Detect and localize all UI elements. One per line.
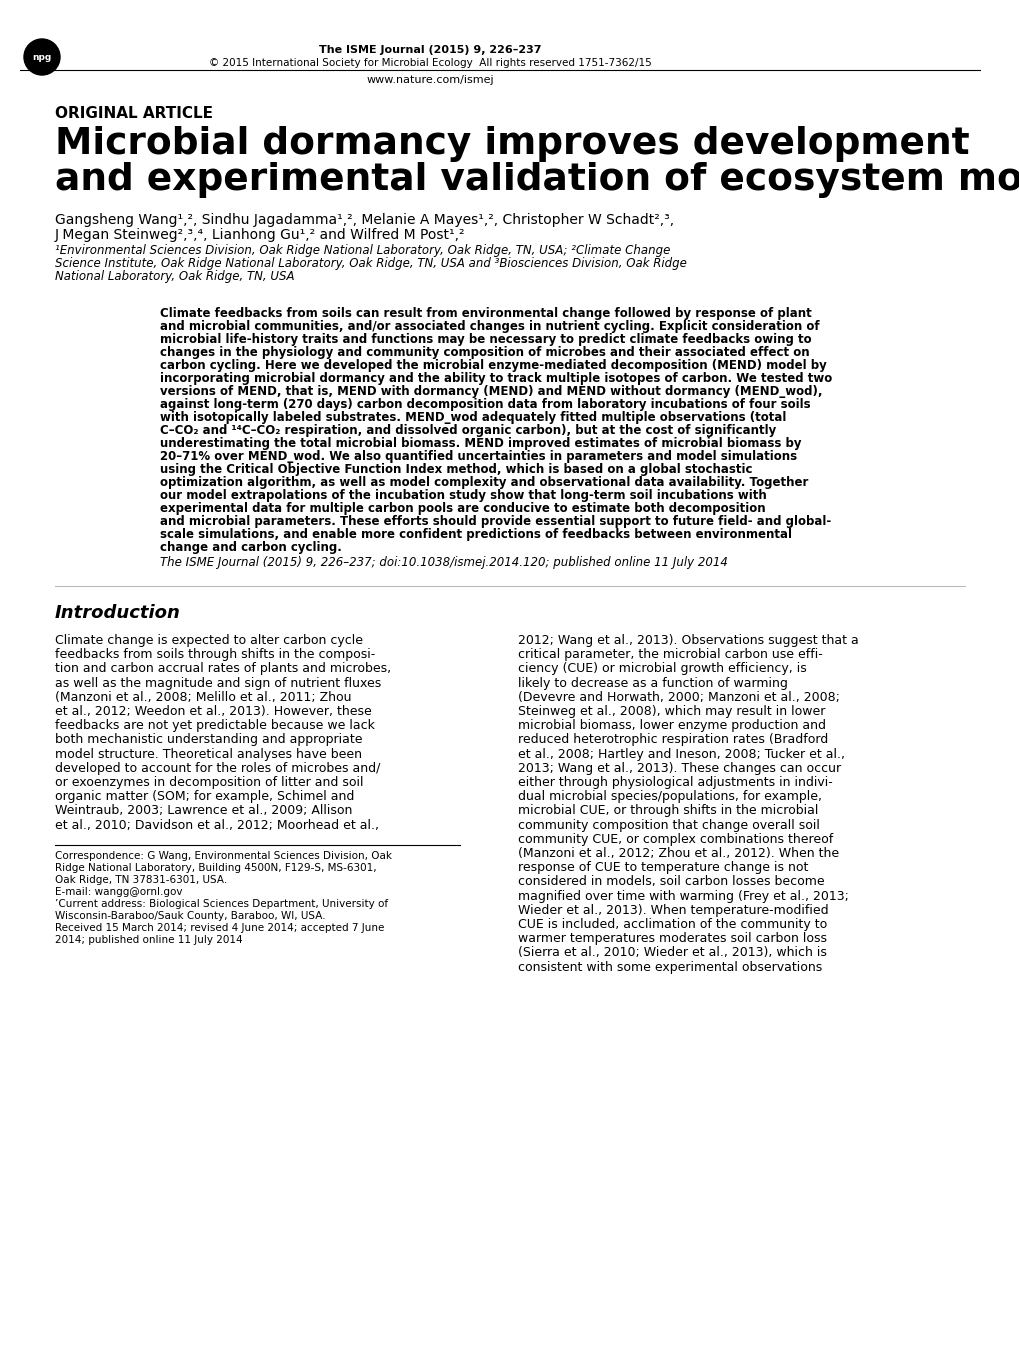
Text: incorporating microbial dormancy and the ability to track multiple isotopes of c: incorporating microbial dormancy and the… <box>160 372 832 385</box>
Text: 2014; published online 11 July 2014: 2014; published online 11 July 2014 <box>55 935 243 945</box>
Text: community CUE, or complex combinations thereof: community CUE, or complex combinations t… <box>518 833 833 845</box>
Text: using the Critical Objective Function Index method, which is based on a global s: using the Critical Objective Function In… <box>160 463 752 476</box>
Text: magnified over time with warming (Frey et al., 2013;: magnified over time with warming (Frey e… <box>518 890 848 902</box>
Text: National Laboratory, Oak Ridge, TN, USA: National Laboratory, Oak Ridge, TN, USA <box>55 270 294 283</box>
Text: as well as the magnitude and sign of nutrient fluxes: as well as the magnitude and sign of nut… <box>55 677 381 689</box>
Text: Weintraub, 2003; Lawrence et al., 2009; Allison: Weintraub, 2003; Lawrence et al., 2009; … <box>55 805 352 817</box>
Text: critical parameter, the microbial carbon use effi-: critical parameter, the microbial carbon… <box>518 648 822 662</box>
Text: (Sierra et al., 2010; Wieder et al., 2013), which is: (Sierra et al., 2010; Wieder et al., 201… <box>518 946 826 959</box>
Text: Steinweg et al., 2008), which may result in lower: Steinweg et al., 2008), which may result… <box>518 705 824 718</box>
Text: et al., 2012; Weedon et al., 2013). However, these: et al., 2012; Weedon et al., 2013). Howe… <box>55 705 371 718</box>
Text: microbial biomass, lower enzyme production and: microbial biomass, lower enzyme producti… <box>518 719 825 733</box>
Text: either through physiological adjustments in indivi-: either through physiological adjustments… <box>518 776 832 790</box>
Text: J Megan Steinweg²,³,⁴, Lianhong Gu¹,² and Wilfred M Post¹,²: J Megan Steinweg²,³,⁴, Lianhong Gu¹,² an… <box>55 228 465 242</box>
Text: feedbacks are not yet predictable because we lack: feedbacks are not yet predictable becaus… <box>55 719 375 733</box>
Text: consistent with some experimental observations: consistent with some experimental observ… <box>518 961 821 973</box>
Text: Introduction: Introduction <box>55 603 180 622</box>
Text: reduced heterotrophic respiration rates (Bradford: reduced heterotrophic respiration rates … <box>518 734 827 746</box>
Text: optimization algorithm, as well as model complexity and observational data avail: optimization algorithm, as well as model… <box>160 476 808 489</box>
Text: warmer temperatures moderates soil carbon loss: warmer temperatures moderates soil carbo… <box>518 932 826 946</box>
Text: 2013; Wang et al., 2013). These changes can occur: 2013; Wang et al., 2013). These changes … <box>518 762 841 775</box>
Text: change and carbon cycling.: change and carbon cycling. <box>160 541 341 554</box>
Text: microbial life-history traits and functions may be necessary to predict climate : microbial life-history traits and functi… <box>160 333 811 347</box>
Text: microbial CUE, or through shifts in the microbial: microbial CUE, or through shifts in the … <box>518 805 817 817</box>
Text: feedbacks from soils through shifts in the composi-: feedbacks from soils through shifts in t… <box>55 648 375 662</box>
Text: Microbial dormancy improves development: Microbial dormancy improves development <box>55 126 969 162</box>
Text: or exoenzymes in decomposition of litter and soil: or exoenzymes in decomposition of litter… <box>55 776 363 790</box>
Text: Wisconsin-Baraboo/Sauk County, Baraboo, WI, USA.: Wisconsin-Baraboo/Sauk County, Baraboo, … <box>55 911 325 921</box>
Text: Wieder et al., 2013). When temperature-modified: Wieder et al., 2013). When temperature-m… <box>518 904 827 917</box>
Text: The ISME Journal (2015) 9, 226–237; doi:10.1038/ismej.2014.120; published online: The ISME Journal (2015) 9, 226–237; doi:… <box>160 556 728 569</box>
Text: www.nature.com/ismej: www.nature.com/ismej <box>366 75 493 86</box>
Text: and experimental validation of ecosystem model: and experimental validation of ecosystem… <box>55 162 1019 198</box>
Text: (Manzoni et al., 2012; Zhou et al., 2012). When the: (Manzoni et al., 2012; Zhou et al., 2012… <box>518 847 839 860</box>
Text: et al., 2008; Hartley and Ineson, 2008; Tucker et al.,: et al., 2008; Hartley and Ineson, 2008; … <box>518 747 844 761</box>
Text: (Manzoni et al., 2008; Melillo et al., 2011; Zhou: (Manzoni et al., 2008; Melillo et al., 2… <box>55 690 352 704</box>
Text: Climate change is expected to alter carbon cycle: Climate change is expected to alter carb… <box>55 635 363 647</box>
Text: and microbial parameters. These efforts should provide essential support to futu: and microbial parameters. These efforts … <box>160 515 830 529</box>
Text: Climate feedbacks from soils can result from environmental change followed by re: Climate feedbacks from soils can result … <box>160 307 811 319</box>
Text: dual microbial species/populations, for example,: dual microbial species/populations, for … <box>518 790 821 803</box>
Text: organic matter (SOM; for example, Schimel and: organic matter (SOM; for example, Schime… <box>55 790 354 803</box>
Text: ORIGINAL ARTICLE: ORIGINAL ARTICLE <box>55 106 213 121</box>
Text: our model extrapolations of the incubation study show that long-term soil incuba: our model extrapolations of the incubati… <box>160 489 766 501</box>
Text: Received 15 March 2014; revised 4 June 2014; accepted 7 June: Received 15 March 2014; revised 4 June 2… <box>55 923 384 932</box>
Text: The ISME Journal (2015) 9, 226–237: The ISME Journal (2015) 9, 226–237 <box>318 45 541 54</box>
Text: CUE is included, acclimation of the community to: CUE is included, acclimation of the comm… <box>518 917 826 931</box>
Text: carbon cycling. Here we developed the microbial enzyme-mediated decomposition (M: carbon cycling. Here we developed the mi… <box>160 359 826 372</box>
Text: C–CO₂ and ¹⁴C–CO₂ respiration, and dissolved organic carbon), but at the cost of: C–CO₂ and ¹⁴C–CO₂ respiration, and disso… <box>160 424 775 438</box>
Text: Correspondence: G Wang, Environmental Sciences Division, Oak: Correspondence: G Wang, Environmental Sc… <box>55 851 391 860</box>
Text: versions of MEND, that is, MEND with dormancy (MEND) and MEND without dormancy (: versions of MEND, that is, MEND with dor… <box>160 385 821 398</box>
Text: Gangsheng Wang¹,², Sindhu Jagadamma¹,², Melanie A Mayes¹,², Christopher W Schadt: Gangsheng Wang¹,², Sindhu Jagadamma¹,², … <box>55 213 674 227</box>
Text: 20–71% over MEND_wod. We also quantified uncertainties in parameters and model s: 20–71% over MEND_wod. We also quantified… <box>160 450 796 463</box>
Text: ’Current address: Biological Sciences Department, University of: ’Current address: Biological Sciences De… <box>55 898 388 909</box>
Text: both mechanistic understanding and appropriate: both mechanistic understanding and appro… <box>55 734 362 746</box>
Text: Science Institute, Oak Ridge National Laboratory, Oak Ridge, TN, USA and ³Biosci: Science Institute, Oak Ridge National La… <box>55 257 686 270</box>
Ellipse shape <box>24 39 60 75</box>
Text: Ridge National Laboratory, Building 4500N, F129-S, MS-6301,: Ridge National Laboratory, Building 4500… <box>55 863 376 872</box>
Text: considered in models, soil carbon losses become: considered in models, soil carbon losses… <box>518 875 823 889</box>
Text: likely to decrease as a function of warming: likely to decrease as a function of warm… <box>518 677 787 689</box>
Text: developed to account for the roles of microbes and/: developed to account for the roles of mi… <box>55 762 380 775</box>
Text: scale simulations, and enable more confident predictions of feedbacks between en: scale simulations, and enable more confi… <box>160 529 791 541</box>
Text: Oak Ridge, TN 37831-6301, USA.: Oak Ridge, TN 37831-6301, USA. <box>55 875 227 885</box>
Text: (Devevre and Horwath, 2000; Manzoni et al., 2008;: (Devevre and Horwath, 2000; Manzoni et a… <box>518 690 839 704</box>
Text: et al., 2010; Davidson et al., 2012; Moorhead et al.,: et al., 2010; Davidson et al., 2012; Moo… <box>55 818 379 832</box>
Text: community composition that change overall soil: community composition that change overal… <box>518 818 819 832</box>
Text: tion and carbon accrual rates of plants and microbes,: tion and carbon accrual rates of plants … <box>55 662 390 675</box>
Text: changes in the physiology and community composition of microbes and their associ: changes in the physiology and community … <box>160 347 809 359</box>
Text: E-mail: wangg@ornl.gov: E-mail: wangg@ornl.gov <box>55 887 182 897</box>
Text: with isotopically labeled substrates. MEND_wod adequately fitted multiple observ: with isotopically labeled substrates. ME… <box>160 410 786 424</box>
Text: experimental data for multiple carbon pools are conducive to estimate both decom: experimental data for multiple carbon po… <box>160 501 765 515</box>
Text: response of CUE to temperature change is not: response of CUE to temperature change is… <box>518 862 808 874</box>
Text: ciency (CUE) or microbial growth efficiency, is: ciency (CUE) or microbial growth efficie… <box>518 662 806 675</box>
Text: © 2015 International Society for Microbial Ecology  All rights reserved 1751-736: © 2015 International Society for Microbi… <box>209 58 651 68</box>
Text: npg: npg <box>33 53 52 61</box>
Text: ¹Environmental Sciences Division, Oak Ridge National Laboratory, Oak Ridge, TN, : ¹Environmental Sciences Division, Oak Ri… <box>55 245 669 257</box>
Text: 2012; Wang et al., 2013). Observations suggest that a: 2012; Wang et al., 2013). Observations s… <box>518 635 858 647</box>
Text: model structure. Theoretical analyses have been: model structure. Theoretical analyses ha… <box>55 747 362 761</box>
Text: against long-term (270 days) carbon decomposition data from laboratory incubatio: against long-term (270 days) carbon deco… <box>160 398 810 410</box>
Text: and microbial communities, and/or associated changes in nutrient cycling. Explic: and microbial communities, and/or associ… <box>160 319 819 333</box>
Text: underestimating the total microbial biomass. MEND improved estimates of microbia: underestimating the total microbial biom… <box>160 438 801 450</box>
